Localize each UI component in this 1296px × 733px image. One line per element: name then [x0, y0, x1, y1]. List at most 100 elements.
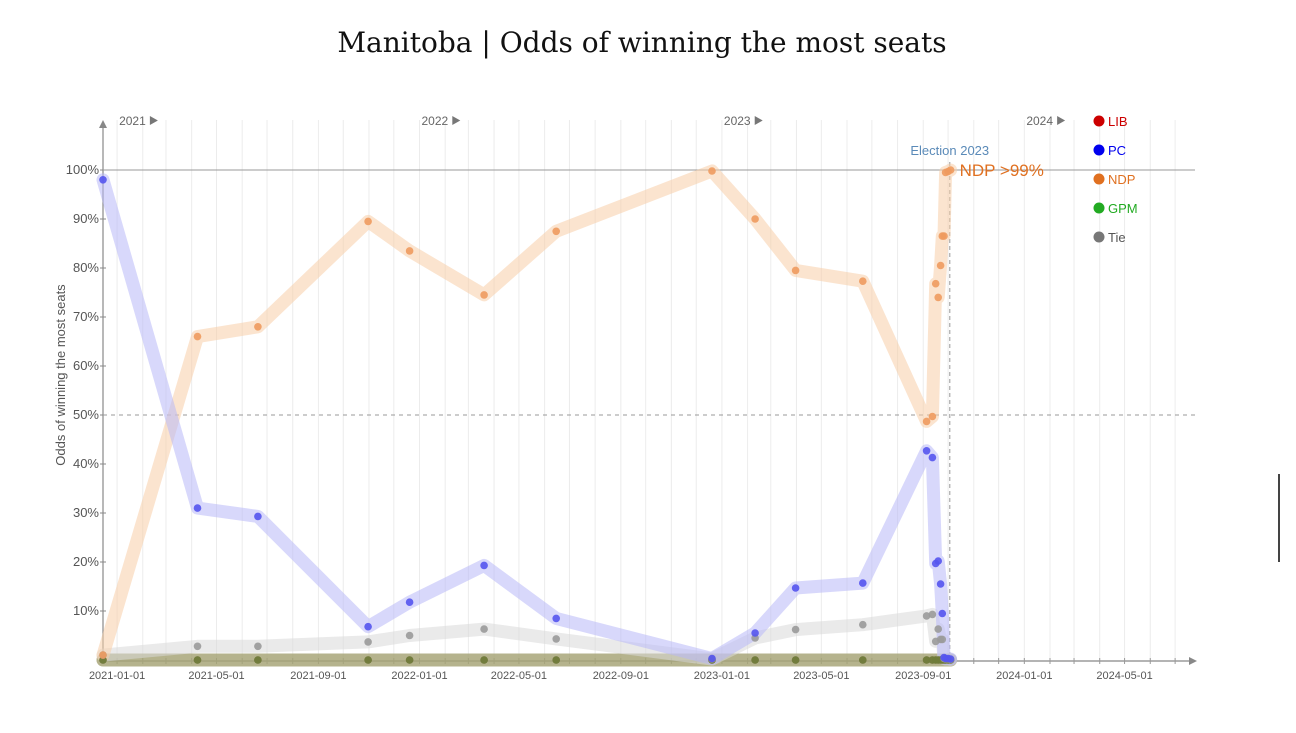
x-tick-label: 2024-01-01 — [996, 670, 1052, 682]
data-point-ndp — [931, 279, 940, 288]
data-point-gpm — [791, 656, 800, 664]
data-point-ndp — [922, 417, 931, 426]
y-tick-label: 50% — [73, 407, 99, 422]
x-tick-label: 2023-01-01 — [694, 670, 750, 682]
y-tick-label: 40% — [73, 456, 99, 471]
data-point-ndp — [751, 215, 759, 223]
data-point-tie — [922, 612, 931, 620]
data-point-pc — [928, 453, 937, 462]
data-point-ndp — [940, 232, 948, 240]
data-point-ndp — [708, 167, 716, 175]
year-marker-arrow — [1057, 116, 1066, 125]
year-marker-label: 2024 — [1026, 114, 1053, 128]
data-point-tie — [791, 625, 800, 634]
y-axis-title: Odds of winning the most seats — [53, 284, 68, 466]
data-point-pc — [934, 557, 942, 565]
data-point-pc — [708, 654, 716, 663]
legend-marker-tie — [1093, 231, 1105, 243]
x-tick-label: 2023-05-01 — [793, 670, 849, 682]
data-point-pc — [405, 598, 414, 606]
scrollbar-indicator — [1278, 474, 1280, 562]
year-marker-arrow — [754, 116, 763, 125]
x-tick-label: 2023-09-01 — [895, 670, 951, 682]
data-point-pc — [859, 579, 867, 587]
y-tick-label: 60% — [73, 358, 99, 373]
data-point-gpm — [254, 656, 262, 664]
data-point-ndp — [859, 277, 867, 286]
data-point-gpm — [859, 656, 867, 664]
data-point-pc — [552, 614, 560, 623]
y-tick-label: 70% — [73, 309, 99, 324]
data-point-tie — [254, 642, 262, 651]
legend-marker-pc — [1093, 144, 1105, 156]
data-point-pc — [364, 622, 372, 631]
y-tick-label: 90% — [73, 211, 99, 226]
legend-label-ndp: NDP — [1108, 172, 1135, 187]
data-point-ndp — [99, 651, 107, 659]
data-point-tie — [480, 625, 488, 633]
data-point-pc — [480, 561, 488, 570]
data-point-ndp — [193, 332, 202, 341]
data-point-tie — [938, 635, 947, 644]
x-tick-label: 2021-05-01 — [188, 670, 244, 682]
y-tick-label: 20% — [73, 554, 99, 569]
data-point-pc — [936, 580, 945, 588]
x-tick-label: 2021-09-01 — [290, 670, 346, 682]
series-group — [96, 163, 958, 667]
data-point-tie — [859, 620, 867, 629]
year-marker-arrow — [452, 116, 461, 125]
y-axis-arrow — [99, 120, 107, 128]
data-point-ndp — [791, 266, 800, 275]
data-point-pc — [99, 176, 107, 184]
legend-marker-ndp — [1093, 173, 1105, 185]
data-point-pc — [254, 512, 262, 521]
chart-title: Manitoba | Odds of winning the most seat… — [337, 26, 947, 59]
x-tick-label: 2021-01-01 — [89, 670, 145, 682]
year-marker-label: 2023 — [724, 114, 751, 128]
legend-marker-gpm — [1093, 202, 1105, 214]
data-point-tie — [405, 631, 414, 640]
data-point-pc — [791, 584, 800, 592]
data-point-gpm — [193, 656, 202, 664]
data-point-pc — [938, 609, 947, 618]
y-tick-label: 100% — [66, 162, 100, 177]
y-tick-label: 80% — [73, 260, 99, 275]
data-point-ndp — [480, 291, 488, 299]
data-point-ndp — [405, 247, 414, 255]
data-point-pc — [922, 447, 931, 455]
legend-label-lib: LIB — [1108, 114, 1128, 129]
data-point-ndp — [254, 323, 262, 331]
data-point-gpm — [405, 656, 414, 664]
data-point-ndp — [364, 217, 372, 226]
data-point-tie — [934, 625, 942, 633]
year-marker-label: 2021 — [119, 114, 146, 128]
series-band-tie — [96, 607, 958, 666]
data-point-gpm — [922, 656, 931, 664]
x-tick-label: 2024-05-01 — [1096, 670, 1152, 682]
x-axis-arrow — [1189, 657, 1197, 665]
x-tick-label: 2022-01-01 — [391, 670, 447, 682]
y-tick-label: 10% — [73, 603, 99, 618]
data-point-ndp — [934, 293, 942, 302]
legend-marker-lib — [1093, 115, 1105, 127]
axes: 2021-01-01 2021-05-01 2021-09-01 2022-01-01… — [53, 120, 1197, 682]
grid — [116, 120, 1176, 660]
data-point-gpm — [552, 656, 560, 664]
data-point-pc — [751, 629, 759, 637]
data-point-gpm — [480, 656, 488, 664]
data-point-ndp — [552, 227, 560, 236]
year-marker-arrow — [149, 116, 158, 125]
labels: 2021 2022 2023 2024 Election 2023 NDP >99% — [119, 114, 1066, 180]
data-point-ndp — [936, 261, 945, 270]
year-marker-label: 2022 — [421, 114, 448, 128]
legend-label-gpm: GPM — [1108, 201, 1138, 216]
data-point-pc — [946, 655, 955, 663]
data-point-pc — [193, 504, 202, 512]
legend: LIB PC NDP GPM Tie — [1093, 114, 1138, 245]
x-tick-label: 2022-05-01 — [491, 670, 547, 682]
data-point-ndp — [928, 412, 937, 421]
data-point-gpm — [751, 656, 759, 664]
annotation-ndp-label: NDP >99% — [960, 161, 1044, 180]
election-label: Election 2023 — [910, 143, 989, 158]
data-point-tie — [364, 638, 372, 646]
